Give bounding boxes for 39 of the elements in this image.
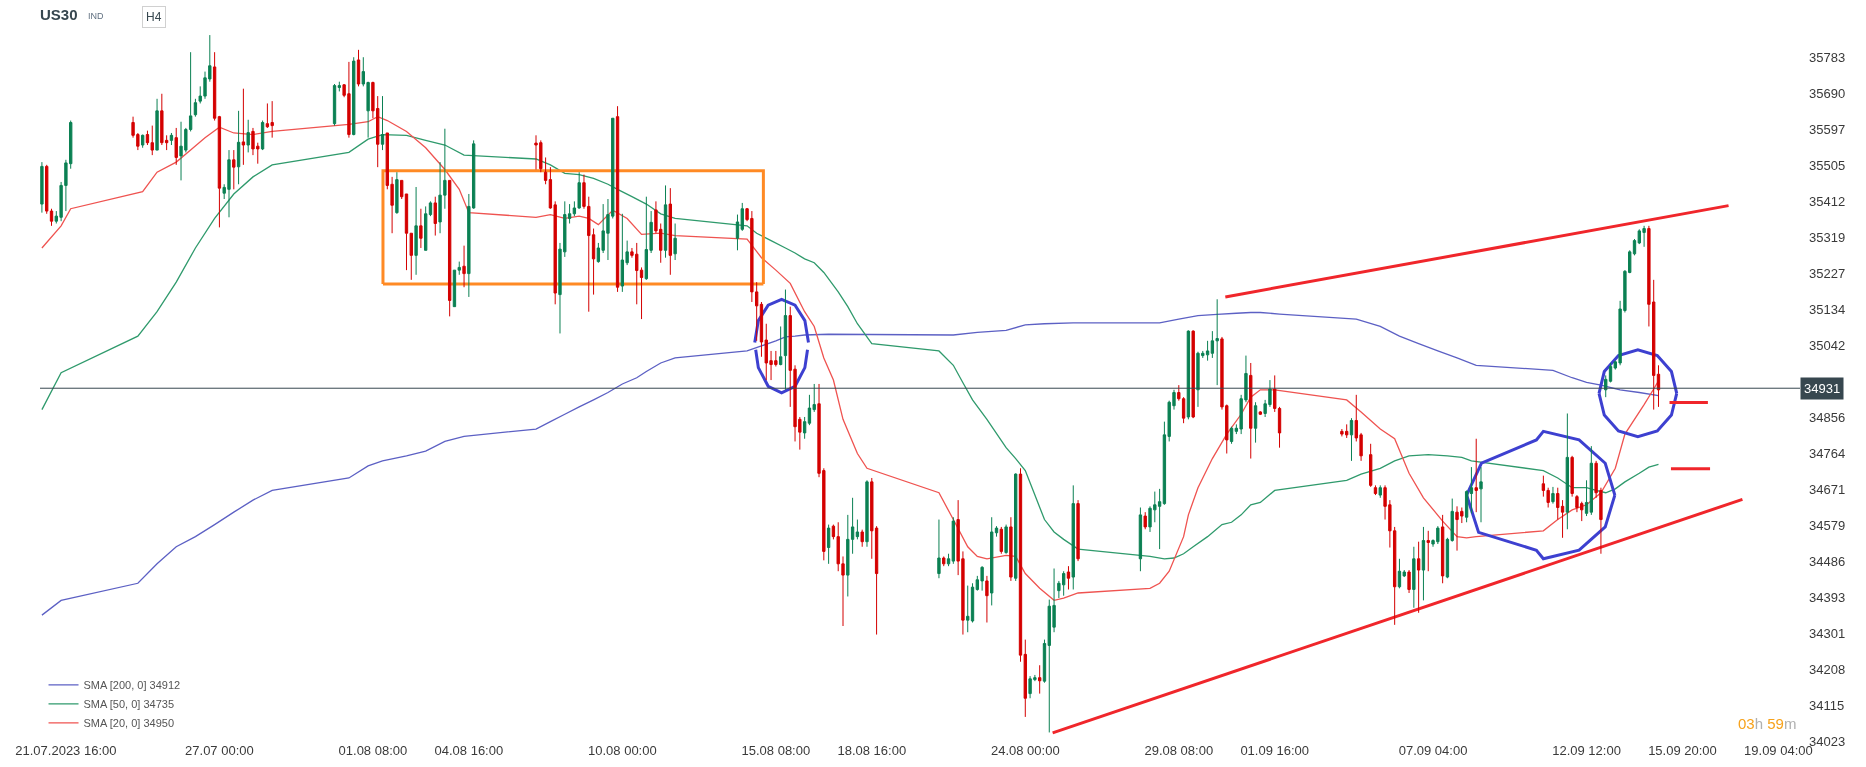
y-tick-label: 35412	[1809, 193, 1846, 209]
y-tick-label: 35597	[1809, 122, 1846, 138]
y-tick-label: 34115	[1809, 697, 1845, 713]
x-tick-label: 21.07.2023 16:00	[15, 743, 117, 758]
y-tick-label: 35783	[1809, 49, 1846, 65]
x-tick-label: 01.09 16:00	[1240, 743, 1310, 758]
x-tick-label: 24.08 00:00	[990, 743, 1060, 758]
y-tick-label: 35227	[1809, 265, 1846, 281]
y-tick-label: 34764	[1809, 445, 1846, 461]
x-tick-label: 04.08 16:00	[434, 743, 504, 758]
y-tick-label: 34486	[1809, 553, 1846, 569]
y-tick-label: 35042	[1809, 337, 1846, 353]
y-tick-label: 34393	[1809, 589, 1846, 605]
x-tick-label: 15.08 08:00	[741, 743, 811, 758]
y-tick-label: 35134	[1809, 301, 1846, 317]
legend-label: SMA [200, 0] 34912	[83, 679, 181, 692]
legend-label: SMA [20, 0] 34950	[83, 717, 175, 730]
annotation: H4	[146, 10, 162, 24]
y-tick-label: 35690	[1809, 85, 1846, 101]
y-tick-label: 34208	[1809, 661, 1846, 677]
x-tick-label: 18.08 16:00	[837, 743, 907, 758]
x-tick-label: 01.08 08:00	[338, 743, 408, 758]
x-tick-label: 27.07 00:00	[185, 743, 254, 758]
y-tick-label: 35505	[1809, 157, 1846, 173]
x-tick-label: 07.09 04:00	[1398, 743, 1468, 758]
annotation: 03h 59m	[1738, 715, 1797, 732]
annotation: IND	[88, 11, 104, 21]
y-tick-label: 35319	[1809, 230, 1846, 246]
y-tick-label: 34856	[1809, 409, 1846, 425]
y-tick-label: 34671	[1809, 481, 1846, 497]
x-tick-label: 29.08 08:00	[1144, 743, 1214, 758]
annotation: US30	[40, 6, 78, 23]
x-tick-label: 10.08 00:00	[588, 743, 657, 758]
ref-line-label: 34931	[1804, 381, 1841, 396]
x-tick-label: 15.09 20:00	[1648, 743, 1717, 758]
y-tick-label: 34301	[1809, 625, 1846, 641]
legend-label: SMA [50, 0] 34735	[83, 698, 175, 711]
x-tick-label: 12.09 12:00	[1552, 743, 1621, 758]
y-tick-label: 34579	[1809, 517, 1846, 533]
